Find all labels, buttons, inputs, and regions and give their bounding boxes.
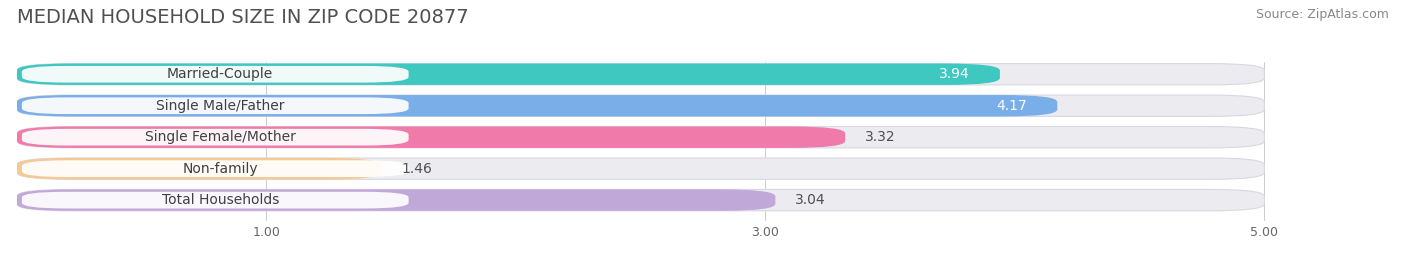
Text: 3.94: 3.94 xyxy=(939,67,970,81)
Text: MEDIAN HOUSEHOLD SIZE IN ZIP CODE 20877: MEDIAN HOUSEHOLD SIZE IN ZIP CODE 20877 xyxy=(17,8,468,27)
FancyBboxPatch shape xyxy=(17,158,1264,179)
Text: Source: ZipAtlas.com: Source: ZipAtlas.com xyxy=(1256,8,1389,21)
Text: 3.04: 3.04 xyxy=(796,193,825,207)
FancyBboxPatch shape xyxy=(17,95,1057,116)
FancyBboxPatch shape xyxy=(17,189,775,211)
FancyBboxPatch shape xyxy=(17,63,1264,85)
Text: 4.17: 4.17 xyxy=(997,99,1028,113)
Text: Single Female/Mother: Single Female/Mother xyxy=(145,130,295,144)
FancyBboxPatch shape xyxy=(17,158,381,179)
Text: Non-family: Non-family xyxy=(183,162,259,176)
FancyBboxPatch shape xyxy=(22,97,409,114)
FancyBboxPatch shape xyxy=(22,129,409,146)
Text: 1.46: 1.46 xyxy=(401,162,432,176)
Text: 3.32: 3.32 xyxy=(865,130,896,144)
Text: Single Male/Father: Single Male/Father xyxy=(156,99,284,113)
FancyBboxPatch shape xyxy=(17,126,1264,148)
FancyBboxPatch shape xyxy=(17,189,1264,211)
FancyBboxPatch shape xyxy=(22,160,409,177)
FancyBboxPatch shape xyxy=(22,66,409,83)
FancyBboxPatch shape xyxy=(22,192,409,208)
Text: Married-Couple: Married-Couple xyxy=(167,67,273,81)
FancyBboxPatch shape xyxy=(17,95,1264,116)
FancyBboxPatch shape xyxy=(17,63,1000,85)
FancyBboxPatch shape xyxy=(17,126,845,148)
Text: Total Households: Total Households xyxy=(162,193,278,207)
